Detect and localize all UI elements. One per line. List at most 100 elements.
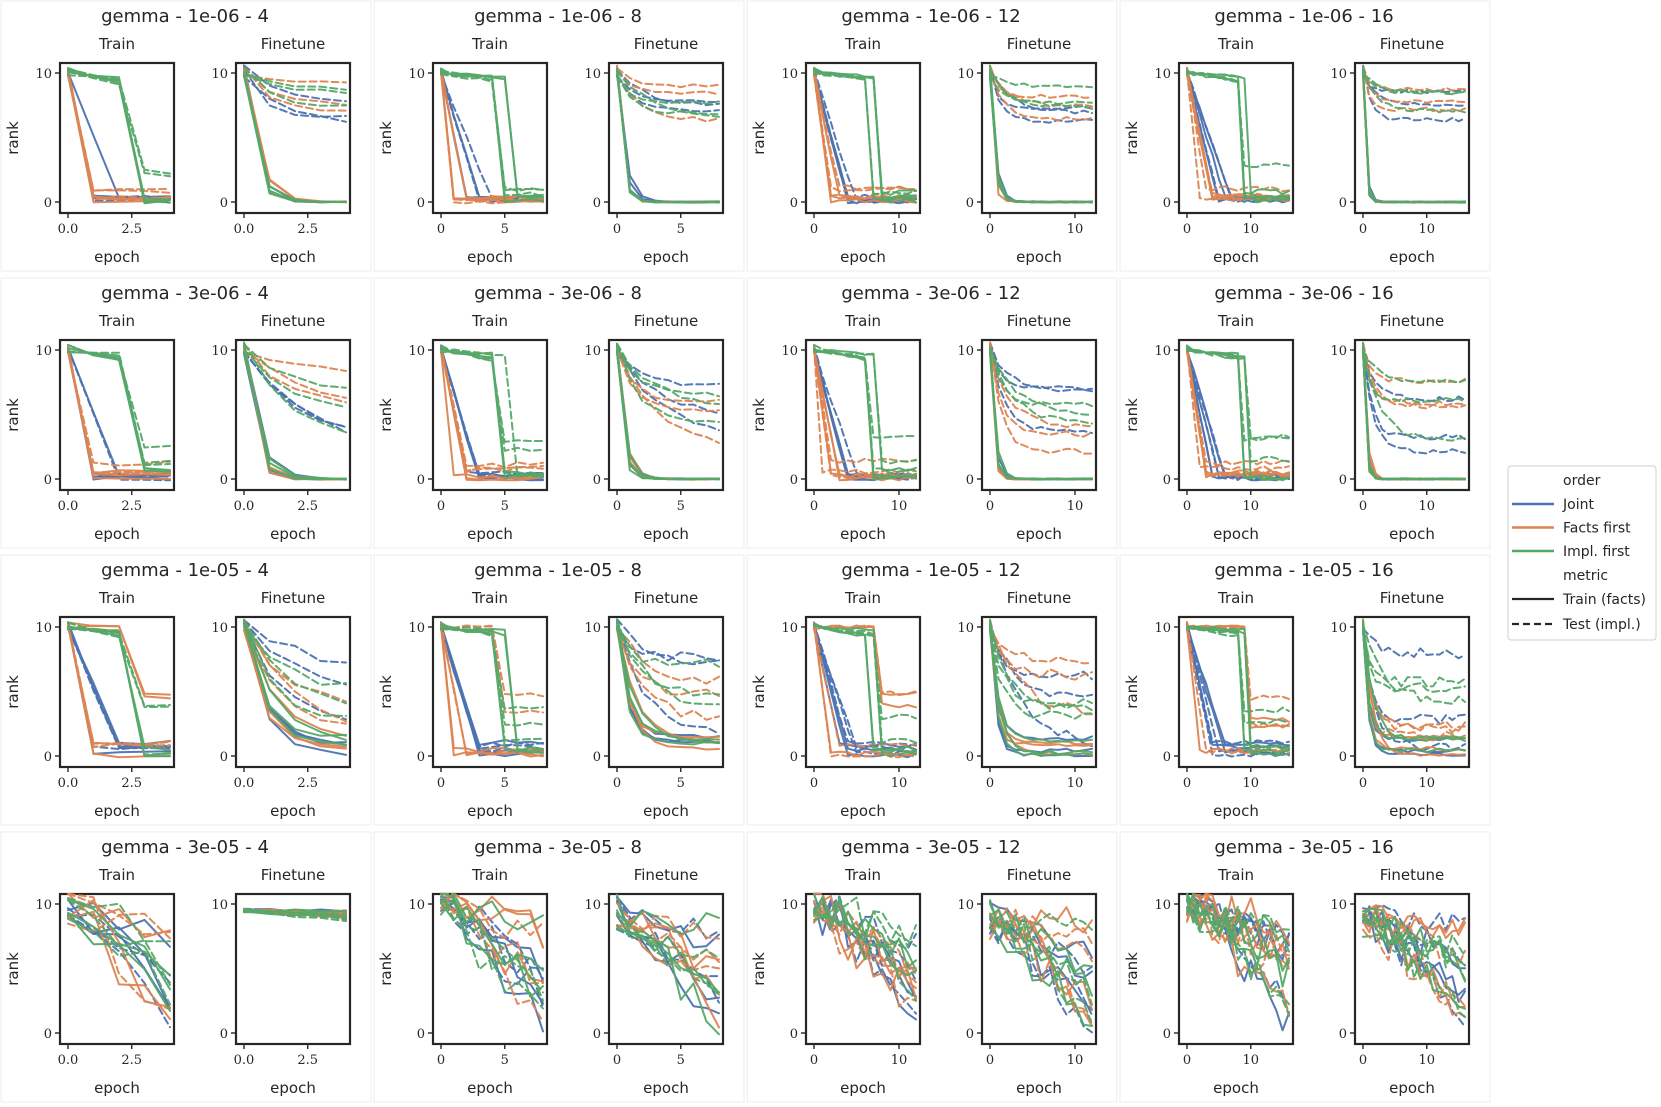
axes-train: Train 0 10 0 10 epoch rank <box>1123 866 1295 1097</box>
subplot-title: Finetune <box>1007 866 1072 884</box>
series-line-joint-test <box>67 347 171 482</box>
y-tick-label: 10 <box>1154 621 1171 636</box>
subplot-title: Train <box>1217 589 1254 607</box>
subplot-title: Train <box>844 589 881 607</box>
y-tick-label: 0 <box>593 473 601 488</box>
x-axis-label: epoch <box>270 802 316 820</box>
series-line-impl-first-test <box>616 623 720 668</box>
series-line-joint-test <box>243 619 347 664</box>
panel-3e-06-12: gemma - 3e-06 - 12 Train 0 10 0 10 epoch rank Fi… <box>746 277 1118 549</box>
series-group <box>813 67 917 205</box>
series-line-impl-first-test <box>616 618 720 706</box>
series-group <box>989 618 1093 758</box>
y-tick-label: 10 <box>1154 67 1171 82</box>
series-line-joint-test <box>1362 342 1466 403</box>
y-tick-label: 0 <box>220 750 228 765</box>
x-axis-label: epoch <box>643 248 689 266</box>
y-tick-label: 0 <box>966 1027 974 1042</box>
series-line-joint-test <box>616 352 720 387</box>
series-line-impl-first-test <box>616 345 720 398</box>
axes-train: Train 0 10 0.0 2.5 epoch rank <box>4 35 176 266</box>
series-line-impl-first-test <box>616 913 720 997</box>
series-line-facts-first-test <box>813 345 917 464</box>
series-line-joint-test <box>616 622 720 735</box>
subplot-title: Train <box>844 866 881 884</box>
y-tick-label: 10 <box>408 621 425 636</box>
series-line-facts-first-test <box>67 71 171 192</box>
x-tick-label: 10 <box>1418 776 1435 791</box>
series-group <box>1362 618 1466 757</box>
series-line-impl-first-train <box>989 623 1093 757</box>
subplot-title: Finetune <box>634 589 699 607</box>
x-tick-label: 0 <box>613 1053 621 1068</box>
x-tick-label: 5 <box>677 1053 685 1068</box>
x-tick-label: 0.0 <box>58 222 79 237</box>
axes-finetune: Finetune 0 10 0 10 epoch <box>957 866 1098 1097</box>
y-axis-label: rank <box>4 675 22 709</box>
y-axis-label: rank <box>750 675 768 709</box>
series-group <box>813 621 917 759</box>
y-tick-label: 0 <box>1339 750 1347 765</box>
x-axis-label: epoch <box>643 525 689 543</box>
axes-train: Train 0 10 0.0 2.5 epoch rank <box>4 589 176 820</box>
subplot-title: Finetune <box>1380 589 1445 607</box>
series-group <box>616 64 720 204</box>
series-line-facts-first-test <box>1186 624 1290 701</box>
legend-entry: Joint <box>1562 497 1594 513</box>
series-line-facts-first-test <box>440 892 544 940</box>
series-line-facts-first-test <box>1362 65 1466 93</box>
x-axis-label: epoch <box>1016 802 1062 820</box>
x-tick-label: 0 <box>810 776 818 791</box>
series-line-impl-first-train <box>243 74 347 203</box>
series-line-facts-first-test <box>440 345 544 469</box>
x-tick-label: 0 <box>986 222 994 237</box>
x-tick-label: 0 <box>437 1053 445 1068</box>
y-tick-label: 10 <box>584 67 601 82</box>
y-tick-label: 0 <box>1163 473 1171 488</box>
series-line-facts-first-test <box>616 625 720 721</box>
x-tick-label: 10 <box>891 1053 908 1068</box>
axes-train: Train 0 10 0 5 epoch rank <box>377 866 549 1097</box>
subplot-title: Finetune <box>1007 589 1072 607</box>
series-line-facts-first-test <box>440 624 544 698</box>
series-line-joint-test <box>1362 350 1466 441</box>
series-line-impl-first-train <box>67 911 171 1012</box>
series-line-impl-first-test <box>989 911 1093 932</box>
y-tick-label: 10 <box>1330 67 1347 82</box>
series-line-joint-test <box>1186 621 1290 756</box>
x-axis-label: epoch <box>270 525 316 543</box>
series-line-facts-first-train <box>813 901 917 975</box>
subplot-title: Train <box>98 35 135 53</box>
y-axis-label: rank <box>1123 952 1141 986</box>
y-tick-label: 0 <box>220 196 228 211</box>
series-line-joint-test <box>1186 623 1290 746</box>
y-tick-label: 10 <box>781 898 798 913</box>
series-line-impl-first-test <box>616 74 720 116</box>
series-line-impl-first-test <box>440 67 544 198</box>
x-axis-label: epoch <box>840 1079 886 1097</box>
y-axis-label: rank <box>4 952 22 986</box>
series-line-facts-first-test <box>989 341 1093 455</box>
series-line-impl-first-test <box>1186 896 1290 1016</box>
panel-3e-05-16: gemma - 3e-05 - 16 Train 0 10 0 10 epoch rank Fi… <box>1119 831 1491 1103</box>
x-tick-label: 0 <box>1183 1053 1191 1068</box>
series-line-impl-first-test <box>440 900 544 994</box>
series-line-impl-first-train <box>243 620 347 741</box>
group-title: gemma - 3e-06 - 16 <box>1214 283 1393 304</box>
series-group <box>1362 64 1466 204</box>
series-line-joint-test <box>989 347 1093 435</box>
y-tick-label: 0 <box>1163 750 1171 765</box>
y-tick-label: 0 <box>417 473 425 488</box>
series-line-impl-first-test <box>813 69 917 195</box>
series-line-facts-first-test <box>1186 346 1290 472</box>
subplot-title: Train <box>471 866 508 884</box>
series-line-facts-first-test <box>989 907 1093 963</box>
series-line-facts-first-test <box>813 624 917 696</box>
series-line-impl-first-train <box>440 897 544 931</box>
series-line-impl-first-test <box>813 71 917 204</box>
axes-train: Train 0 10 0 5 epoch rank <box>377 35 549 266</box>
x-tick-label: 0 <box>1183 222 1191 237</box>
series-line-facts-first-test <box>616 627 720 685</box>
series-line-facts-first-train <box>1362 904 1466 939</box>
series-line-impl-first-test <box>1362 627 1466 688</box>
